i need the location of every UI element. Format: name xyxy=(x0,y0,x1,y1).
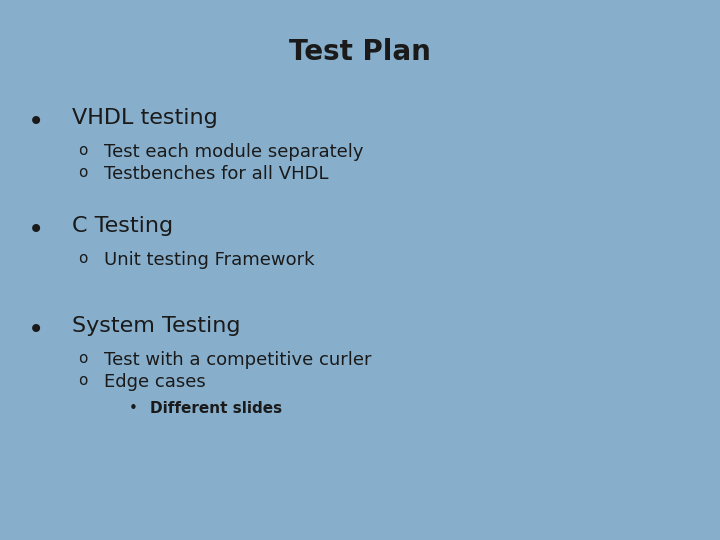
Text: VHDL testing: VHDL testing xyxy=(72,108,217,128)
Text: Unit testing Framework: Unit testing Framework xyxy=(104,251,315,269)
Text: •: • xyxy=(28,108,44,136)
Text: o: o xyxy=(78,351,88,366)
Text: o: o xyxy=(78,165,88,180)
Text: Test with a competitive curler: Test with a competitive curler xyxy=(104,351,372,369)
Text: o: o xyxy=(78,251,88,266)
Text: •: • xyxy=(28,316,44,344)
Text: C Testing: C Testing xyxy=(72,216,173,236)
Text: Edge cases: Edge cases xyxy=(104,373,206,390)
Text: Test Plan: Test Plan xyxy=(289,38,431,66)
Text: •: • xyxy=(28,216,44,244)
Text: Test each module separately: Test each module separately xyxy=(104,143,364,161)
Text: o: o xyxy=(78,143,88,158)
Text: o: o xyxy=(78,373,88,388)
Text: Different slides: Different slides xyxy=(150,401,282,416)
Text: •: • xyxy=(129,401,138,416)
Text: System Testing: System Testing xyxy=(72,316,240,336)
Text: Testbenches for all VHDL: Testbenches for all VHDL xyxy=(104,165,329,183)
